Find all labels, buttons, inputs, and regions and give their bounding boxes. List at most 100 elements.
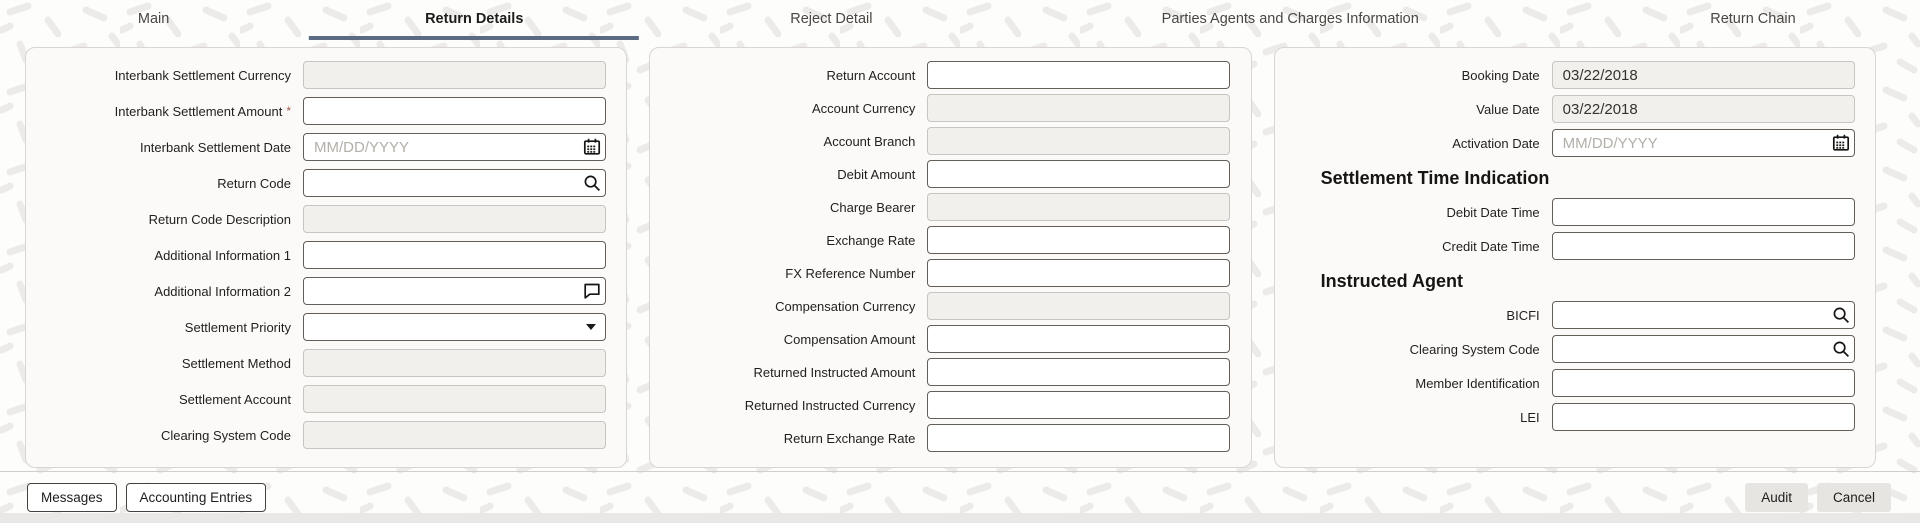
search-icon[interactable] (1832, 306, 1850, 324)
return-code-input[interactable] (303, 169, 606, 197)
dates-and-agent-panel: Booking Date Value Date Activation Date Set… (1273, 47, 1876, 468)
return-code-label-text: Return Code (217, 175, 291, 191)
tab-return-details[interactable]: Return Details (415, 2, 533, 36)
interbank-settlement-currency-field (303, 61, 606, 89)
returned-instructed-amount-field (927, 358, 1231, 386)
activation-date-input[interactable] (1551, 129, 1855, 157)
exchange-rate-label: Exchange Rate (662, 233, 927, 248)
settlement-method-label-text: Settlement Method (181, 355, 291, 371)
return-account-input[interactable] (927, 61, 1231, 89)
returned-instructed-currency-label-text: Returned Instructed Currency (744, 397, 916, 413)
bicfi-label: BICFI (1287, 308, 1552, 323)
return-code-description-label-text: Return Code Description (148, 211, 291, 227)
clearing-system-code-label: Clearing System Code (1287, 342, 1552, 357)
accounting-entries-button[interactable]: Accounting Entries (125, 483, 267, 512)
returned-instructed-amount-input[interactable] (927, 358, 1231, 386)
additional-information-2-label-text: Additional Information 2 (154, 283, 291, 299)
member-identification-field (1551, 369, 1855, 397)
interbank-settlement-amount-input[interactable] (303, 97, 606, 125)
charge-bearer-label-text: Charge Bearer (830, 199, 916, 215)
form-row-returned-instructed-amount: Returned Instructed Amount (662, 358, 1231, 386)
return-account-label: Return Account (662, 68, 927, 83)
form-row-return-account: Return Account (662, 61, 1231, 89)
calendar-icon[interactable] (583, 138, 601, 156)
form-row-activation-date: Activation Date (1287, 129, 1855, 157)
calendar-icon[interactable] (1832, 134, 1850, 152)
interbank-settlement-date-label-text: Interbank Settlement Date (139, 139, 291, 155)
compensation-currency-label: Compensation Currency (662, 299, 927, 314)
compensation-amount-input[interactable] (927, 325, 1231, 353)
form-row-settlement-method: Settlement Method (38, 349, 606, 377)
form-row-member-identification: Member Identification (1287, 369, 1855, 397)
form-row-settlement-priority: Settlement Priority (38, 313, 606, 341)
form-row-account-branch: Account Branch (662, 127, 1231, 155)
tab-return-chain[interactable]: Return Chain (1710, 11, 1796, 27)
clearing-system-code-label-text: Clearing System Code (1409, 341, 1540, 357)
form-row-clearing-system-code: Clearing System Code (38, 421, 606, 449)
tab-parties-agents-and-charges-information[interactable]: Parties Agents and Charges Information (1161, 11, 1419, 27)
returned-instructed-currency-input[interactable] (927, 391, 1231, 419)
charge-bearer-input (927, 193, 1231, 221)
form-row-charge-bearer: Charge Bearer (662, 193, 1231, 221)
settlement-method-label: Settlement Method (38, 356, 303, 371)
debit-amount-field (927, 160, 1231, 188)
debit-date-time-input[interactable] (1551, 198, 1855, 226)
return-exchange-rate-input[interactable] (927, 424, 1231, 452)
compensation-amount-label-text: Compensation Amount (783, 331, 916, 347)
audit-button[interactable]: Audit (1745, 483, 1808, 512)
interbank-settlement-date-field (303, 133, 606, 161)
returned-instructed-amount-label: Returned Instructed Amount (662, 365, 927, 380)
bicfi-label-text: BICFI (1506, 307, 1540, 323)
section-heading-instructed-agent: Instructed Agent (1320, 271, 1463, 291)
clearing-system-code-label-text: Clearing System Code (160, 427, 291, 443)
search-icon[interactable] (583, 174, 601, 192)
account-currency-label-text: Account Currency (812, 100, 916, 116)
footer-right-buttons: Audit Cancel (1745, 483, 1891, 512)
interbank-settlement-date-input[interactable] (303, 133, 606, 161)
form-row-returned-instructed-currency: Returned Instructed Currency (662, 391, 1231, 419)
settlement-priority-select[interactable] (303, 313, 606, 341)
bicfi-input[interactable] (1551, 301, 1855, 329)
comment-icon[interactable] (583, 282, 601, 300)
form-row-credit-date-time: Credit Date Time (1287, 232, 1855, 260)
returned-instructed-currency-label: Returned Instructed Currency (662, 398, 927, 413)
credit-date-time-input[interactable] (1551, 232, 1855, 260)
debit-amount-input[interactable] (927, 160, 1231, 188)
cancel-button[interactable]: Cancel (1816, 483, 1891, 512)
clearing-system-code-field (1551, 335, 1855, 363)
form-row-bicfi: BICFI (1287, 301, 1855, 329)
lei-input[interactable] (1551, 403, 1855, 431)
footer-left-buttons: Messages Accounting Entries (27, 483, 267, 512)
bicfi-field (1551, 301, 1855, 329)
clearing-system-code-input[interactable] (1551, 335, 1855, 363)
additional-information-1-input[interactable] (303, 241, 606, 269)
debit-amount-label: Debit Amount (662, 167, 927, 182)
member-identification-input[interactable] (1551, 369, 1855, 397)
activation-date-label: Activation Date (1287, 136, 1552, 151)
form-row-debit-amount: Debit Amount (662, 160, 1231, 188)
tab-reject-detail[interactable]: Reject Detail (790, 11, 873, 27)
form-row-interbank-settlement-currency: Interbank Settlement Currency (38, 61, 606, 89)
form-row-booking-date: Booking Date (1287, 61, 1855, 89)
exchange-rate-input[interactable] (927, 226, 1231, 254)
tab-main[interactable]: Main (137, 11, 170, 27)
account-currency-label: Account Currency (662, 101, 927, 116)
return-code-description-input (303, 205, 606, 233)
form-row-clearing-system-code: Clearing System Code (1287, 335, 1855, 363)
search-icon[interactable] (1832, 340, 1850, 358)
bottom-strip (0, 513, 1920, 523)
tab-bar: Main Return Details Reject Detail Parties A… (0, 0, 1920, 40)
messages-button[interactable]: Messages (27, 483, 117, 512)
debit-date-time-label: Debit Date Time (1287, 205, 1552, 220)
debit-date-time-label-text: Debit Date Time (1446, 204, 1540, 220)
form-row-compensation-currency: Compensation Currency (662, 292, 1231, 320)
fx-reference-number-input[interactable] (927, 259, 1231, 287)
settlement-account-input (303, 385, 606, 413)
settlement-priority-label-text: Settlement Priority (184, 319, 291, 335)
additional-information-1-label-text: Additional Information 1 (154, 247, 291, 263)
additional-information-2-input[interactable] (303, 277, 606, 305)
credit-date-time-label: Credit Date Time (1287, 239, 1552, 254)
value-date-input (1551, 95, 1855, 123)
interbank-settlement-currency-input (303, 61, 606, 89)
